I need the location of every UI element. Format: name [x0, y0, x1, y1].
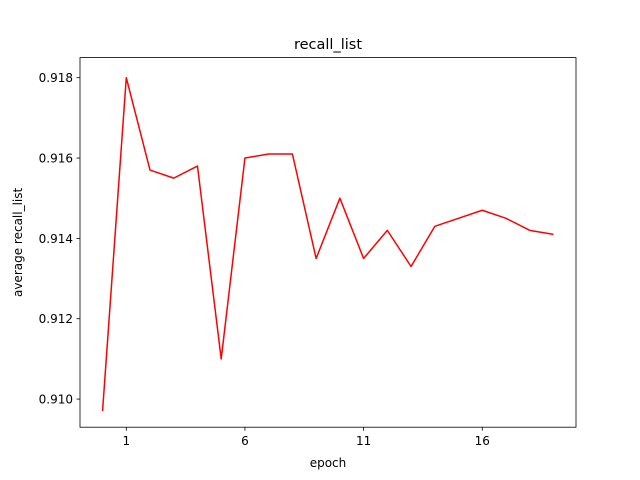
- x-tick-label: 11: [356, 434, 371, 448]
- series-line: [101, 76, 554, 412]
- y-tick-label: 0.914: [39, 232, 73, 246]
- y-tick-label: 0.916: [39, 152, 73, 166]
- y-tick-label: 0.912: [39, 312, 73, 326]
- x-tick-label: 1: [122, 434, 130, 448]
- x-axis-label: epoch: [310, 456, 347, 470]
- x-tick-label: 16: [475, 434, 490, 448]
- chart-title: recall_list: [294, 37, 362, 53]
- y-axis-label: average recall_list: [11, 187, 25, 297]
- y-axis-ticks: 0.910 0.912 0.914 0.916 0.918: [39, 71, 80, 407]
- y-tick-label: 0.918: [39, 71, 73, 85]
- x-axis-ticks: 1 6 11 16: [122, 427, 490, 448]
- x-tick-label: 6: [241, 434, 249, 448]
- y-tick-label: 0.910: [39, 393, 73, 407]
- plot-frame: [79, 57, 577, 428]
